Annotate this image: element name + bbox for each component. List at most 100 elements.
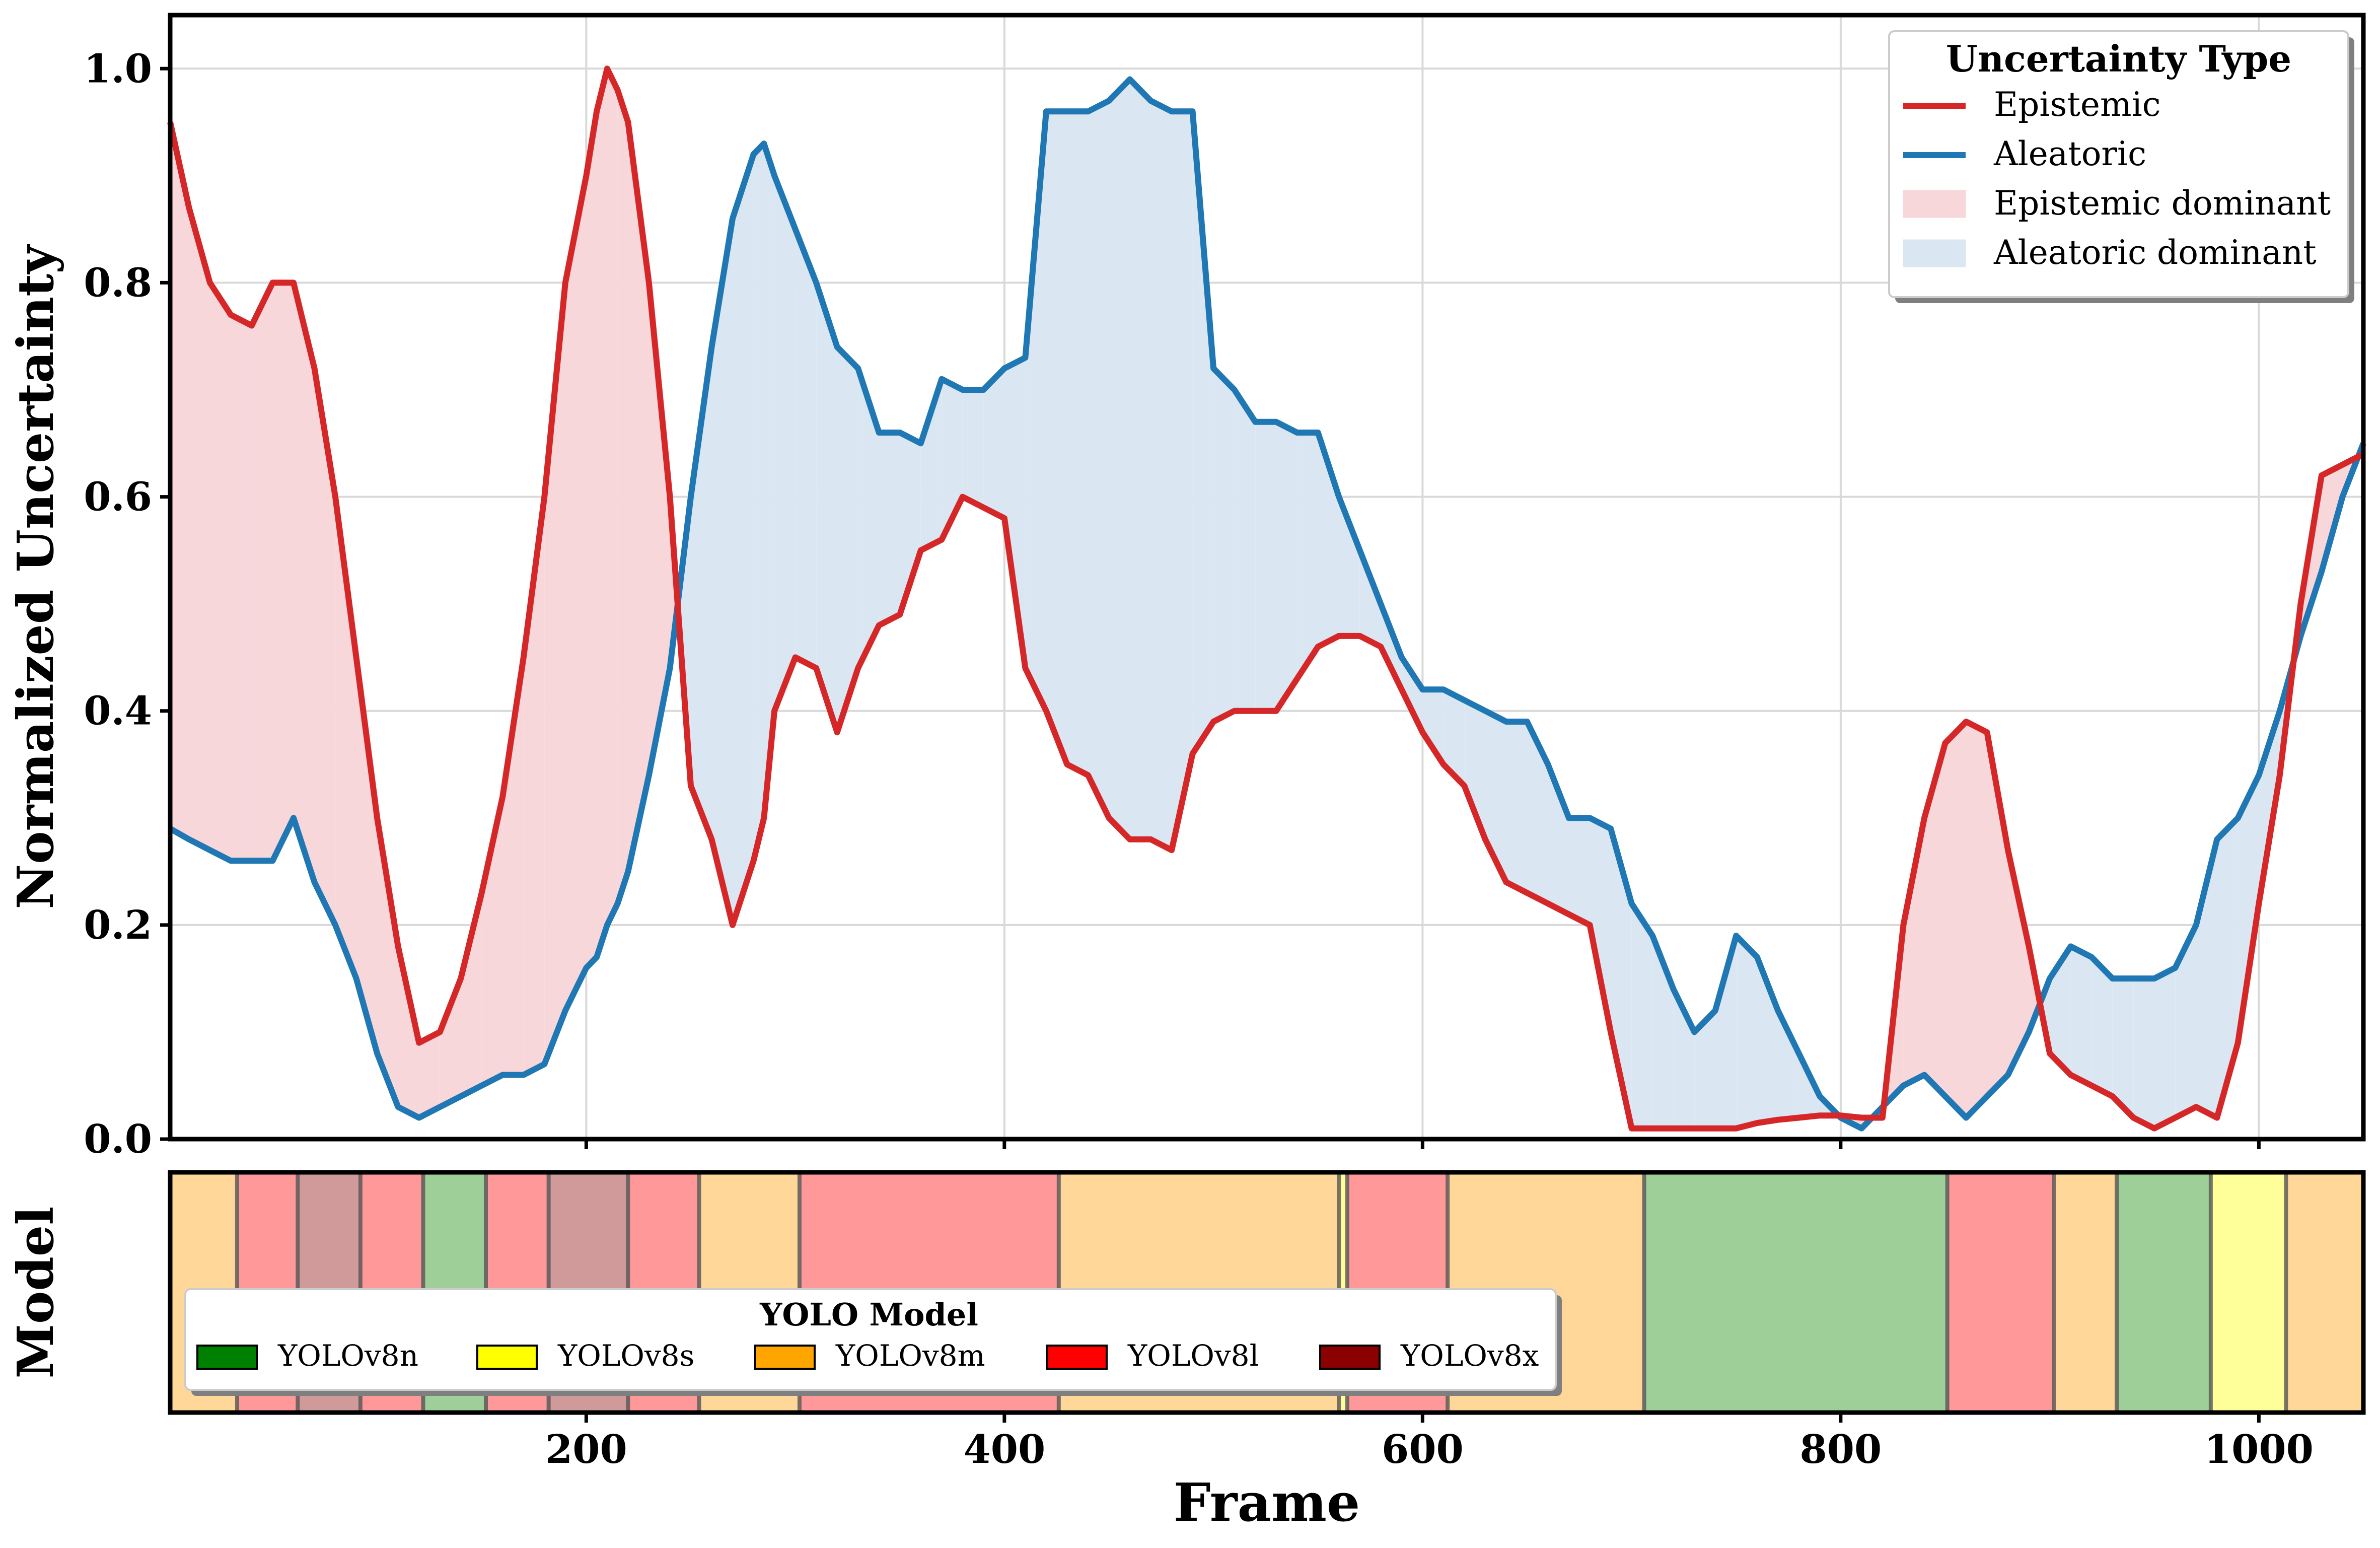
aleatoric-dominant-fill — [1088, 101, 1109, 818]
epistemic-dominant-fill — [628, 122, 649, 872]
aleatoric-dominant-fill — [774, 175, 796, 711]
fill-legend-swatch — [1903, 190, 1966, 218]
aleatoric-dominant-fill — [2133, 978, 2154, 1129]
aleatoric-dominant-fill — [837, 346, 858, 733]
aleatoric-dominant-fill — [1569, 818, 1590, 925]
model-segment — [2286, 1172, 2363, 1413]
epistemic-dominant-fill — [481, 796, 503, 1086]
aleatoric-dominant-fill — [2091, 957, 2113, 1096]
epistemic-dominant-fill — [170, 122, 189, 839]
aleatoric-dominant-fill — [1464, 700, 1485, 839]
epistemic-dominant-fill — [1966, 721, 1987, 1118]
aleatoric-dominant-fill — [1109, 79, 1130, 839]
aleatoric-dominant-fill — [1025, 111, 1046, 711]
x-tick-label: 400 — [963, 1427, 1045, 1472]
y-tick-label: 0.4 — [84, 688, 152, 734]
aleatoric-dominant-fill — [1192, 111, 1214, 754]
aleatoric-dominant-fill — [2112, 978, 2134, 1118]
epistemic-dominant-fill — [377, 818, 398, 1107]
epistemic-dominant-fill — [607, 68, 618, 925]
y-tick-label: 0.6 — [84, 474, 152, 520]
aleatoric-dominant-fill — [733, 154, 754, 925]
model-legend-title: YOLO Model — [759, 1296, 978, 1333]
epistemic-dominant-fill — [565, 175, 587, 1011]
model-segment — [1947, 1172, 2054, 1413]
epistemic-dominant-fill — [251, 283, 273, 861]
epistemic-dominant-fill — [1903, 818, 1924, 1086]
aleatoric-dominant-fill — [1422, 689, 1444, 764]
epistemic-dominant-fill — [648, 283, 670, 776]
epistemic-dominant-fill — [209, 283, 231, 861]
epistemic-dominant-fill — [523, 497, 545, 1075]
aleatoric-dominant-fill — [1715, 936, 1737, 1129]
model-axis-label: Model — [7, 1207, 65, 1379]
model-legend-swatch — [196, 1345, 258, 1370]
aleatoric-dominant-fill — [1631, 903, 1653, 1129]
epistemic-dominant-fill — [1924, 743, 1945, 1096]
y-axis-label: Normalized Uncertainty — [7, 244, 65, 909]
epistemic-dominant-fill — [440, 978, 461, 1107]
legend-label: Aleatoric — [1993, 134, 2146, 173]
model-legend-label: YOLOv8l — [1127, 1339, 1259, 1373]
aleatoric-dominant-fill — [1339, 497, 1360, 636]
legend-label: Epistemic dominant — [1994, 184, 2331, 223]
aleatoric-dominant-fill — [1276, 421, 1297, 711]
x-tick-label: 800 — [1799, 1427, 1882, 1472]
aleatoric-dominant-fill — [1150, 101, 1172, 851]
epistemic-dominant-fill — [544, 283, 565, 1065]
model-legend-swatch — [754, 1345, 816, 1370]
y-tick-label: 0.0 — [84, 1116, 152, 1162]
epistemic-dominant-fill — [398, 946, 419, 1118]
epistemic-dominant-fill — [293, 283, 315, 882]
y-tick-label: 1.0 — [84, 46, 152, 92]
model-legend-swatch — [1046, 1345, 1108, 1370]
model-legend-label: YOLOv8m — [835, 1339, 985, 1373]
aleatoric-dominant-fill — [764, 144, 775, 818]
aleatoric-dominant-fill — [1527, 721, 1548, 904]
epistemic-dominant-fill — [461, 893, 482, 1096]
legend-box — [1888, 30, 2349, 298]
aleatoric-dominant-fill — [1548, 764, 1569, 914]
aleatoric-dominant-fill — [1485, 711, 1506, 882]
aleatoric-dominant-fill — [1778, 1010, 1799, 1120]
aleatoric-dominant-fill — [1213, 368, 1235, 722]
model-legend-swatch — [1319, 1345, 1381, 1370]
aleatoric-dominant-fill — [1443, 689, 1465, 786]
model-segment — [2117, 1172, 2211, 1413]
aleatoric-dominant-fill — [2217, 818, 2238, 1118]
x-tick-label: 1000 — [2204, 1427, 2314, 1472]
model-plot-frame — [168, 1170, 2366, 1415]
y-tick-label: 0.8 — [84, 260, 152, 306]
aleatoric-dominant-fill — [816, 283, 837, 733]
aleatoric-dominant-fill — [1255, 421, 1276, 711]
x-tick-label: 600 — [1382, 1427, 1464, 1472]
epistemic-dominant-fill — [272, 283, 294, 861]
x-tick-label: 200 — [545, 1427, 627, 1472]
aleatoric-dominant-fill — [1130, 79, 1151, 839]
uncertainty-legend: Uncertainty Type Epistemic Aleatoric Episte… — [1888, 30, 2354, 303]
aleatoric-dominant-fill — [962, 390, 984, 508]
aleatoric-dominant-fill — [1359, 550, 1381, 647]
x-axis-label: Frame — [1174, 1471, 1360, 1533]
uncertainty-lines — [167, 65, 2366, 1132]
epistemic-dominant-fill — [586, 111, 597, 968]
aleatoric-dominant-fill — [1172, 111, 1193, 851]
epistemic-dominant-fill — [189, 207, 210, 851]
model-legend-label: YOLOv8x — [1400, 1339, 1539, 1373]
y-tick-label: 0.2 — [84, 902, 152, 948]
aleatoric-dominant-fill — [900, 433, 921, 615]
aleatoric-dominant-fill — [2050, 946, 2071, 1075]
legend-title: Uncertainty Type — [1946, 37, 2291, 80]
epistemic-dominant-fill — [356, 657, 378, 1053]
aleatoric-dominant-fill — [1004, 358, 1026, 668]
model-segment — [1644, 1172, 1948, 1413]
epistemic-dominant-fill — [597, 68, 607, 957]
aleatoric-dominant-fill — [1067, 111, 1088, 776]
aleatoric-dominant-fill — [2175, 925, 2196, 1118]
legend-label: Epistemic — [1994, 85, 2161, 124]
epistemic-dominant-fill — [1945, 721, 1967, 1118]
model-segment — [2054, 1172, 2117, 1413]
model-legend: YOLO Model YOLOv8n YOLOv8s YOLOv8m YOLOv8l YO… — [184, 1288, 1562, 1396]
aleatoric-dominant-fill — [795, 229, 817, 668]
